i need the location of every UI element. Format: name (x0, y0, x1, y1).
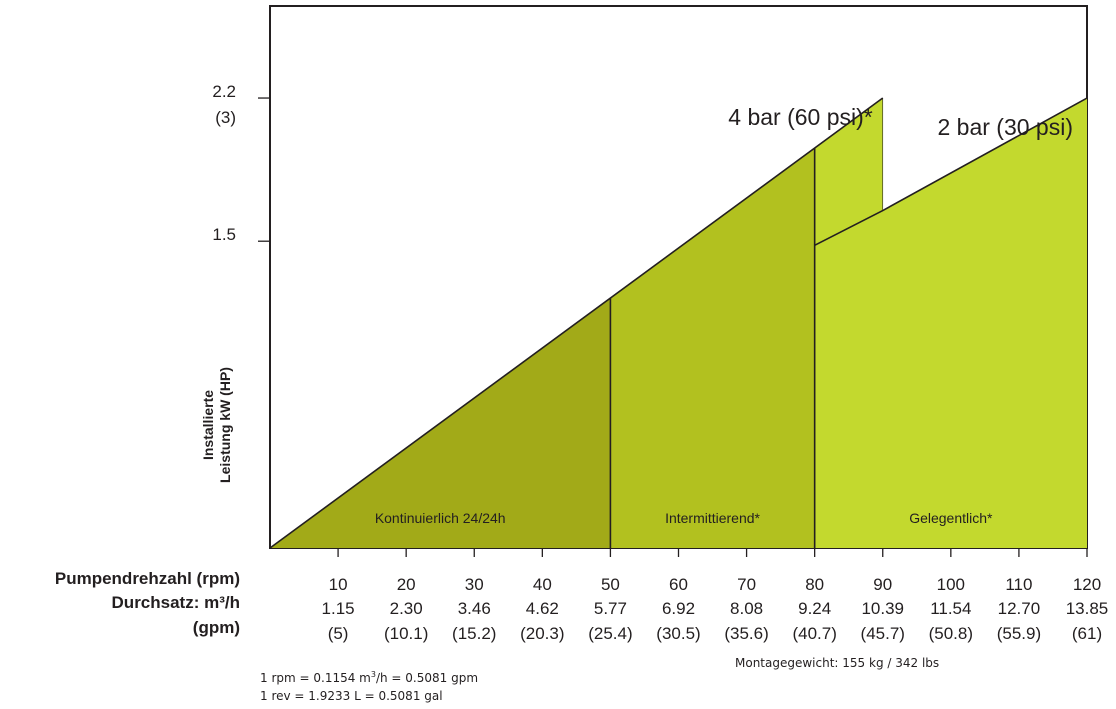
zone-intermittierend (610, 148, 815, 548)
x-tick-gpm: (15.2) (452, 624, 496, 643)
x-tick-flow: 12.70 (998, 599, 1041, 618)
lines-layer (269, 97, 1088, 549)
x-tick-flow: 4.62 (526, 599, 559, 618)
x-tick-rpm: 120 (1073, 575, 1101, 594)
conversion-rpm-sup: 3 (370, 670, 376, 679)
x-tick-rpm: 40 (533, 575, 552, 594)
conversion-note-rev: 1 rev = 1.9233 L = 0.5081 gal (260, 689, 443, 703)
zone-label-intermittierend: Intermittierend* (665, 510, 760, 526)
x-tick-gpm: (5) (328, 624, 349, 643)
x-tick-rpm: 50 (601, 575, 620, 594)
y-tick-sublabel: (3) (215, 108, 236, 127)
x-tick-gpm: (20.3) (520, 624, 564, 643)
x-tick-flow: 11.54 (930, 599, 971, 618)
zone-label-kontinuierlich-24-24h: Kontinuierlich 24/24h (375, 510, 506, 526)
x-tick-rpm: 60 (669, 575, 688, 594)
x-tick-gpm: (55.9) (997, 624, 1041, 643)
conversion-note-rpm: 1 rpm = 0.1154 m3/h = 0.5081 gpm (260, 670, 478, 685)
series-label-2-bar-30-psi: 2 bar (30 psi) (937, 114, 1073, 140)
zone-label-gelegentlich: Gelegentlich* (909, 510, 993, 526)
x-tick-rpm: 10 (329, 575, 348, 594)
x-tick-gpm: (35.6) (724, 624, 768, 643)
x-tick-rpm: 30 (465, 575, 484, 594)
x-tick-flow: 2.30 (390, 599, 423, 618)
x-tick-flow: 10.39 (861, 599, 904, 618)
axes-layer: 10 1.15 (5) 20 2.30 (10.1) 30 3.46 (15.2) 40 4.62 (… (212, 82, 1108, 643)
x-tick-rpm: 100 (937, 575, 965, 594)
x-tick-rpm: 110 (1005, 575, 1032, 594)
x-tick-flow: 8.08 (730, 599, 763, 618)
x-tick-gpm: (50.8) (929, 624, 973, 643)
y-axis-title: Installierte Leistung kW (HP) (200, 367, 233, 483)
x-tick-gpm: (25.4) (588, 624, 632, 643)
x-tick-gpm: (40.7) (792, 624, 836, 643)
x-tick-gpm: (61) (1072, 624, 1102, 643)
x-tick-rpm: 90 (873, 575, 892, 594)
x-tick-gpm: (45.7) (861, 624, 905, 643)
mounting-weight-note: Montagegewicht: 155 kg / 342 lbs (735, 656, 940, 670)
x-axis-title: Durchsatz: m³/h (112, 593, 240, 612)
x-tick-flow: 9.24 (798, 599, 831, 618)
series-line-4-bar-60-psi (269, 97, 884, 549)
y-tick-label: 1.5 (212, 225, 236, 244)
conversion-rpm-prefix: 1 rpm = 0.1154 m (260, 671, 371, 685)
x-tick-rpm: 80 (805, 575, 824, 594)
x-tick-flow: 3.46 (458, 599, 491, 618)
labels-layer: Kontinuierlich 24/24h Intermittierend* Gel… (55, 104, 1073, 637)
x-axis-title: (gpm) (193, 618, 240, 637)
zone-extension-4bar (814, 98, 883, 246)
x-tick-gpm: (30.5) (656, 624, 700, 643)
x-tick-rpm: 20 (397, 575, 416, 594)
series-label-4-bar-60-psi: 4 bar (60 psi)* (728, 104, 873, 130)
x-tick-flow: 6.92 (662, 599, 695, 618)
x-axis-title: Pumpendrehzahl (rpm) (55, 569, 240, 588)
x-tick-gpm: (10.1) (384, 624, 428, 643)
y-axis-title-line: Leistung kW (HP) (217, 367, 233, 483)
y-tick-label: 2.2 (212, 82, 236, 101)
x-tick-rpm: 70 (737, 575, 756, 594)
y-axis-title-line: Installierte (200, 390, 216, 460)
conversion-rpm-suffix: /h = 0.5081 gpm (375, 671, 479, 685)
x-tick-flow: 1.15 (322, 599, 355, 618)
x-tick-flow: 5.77 (594, 599, 627, 618)
x-tick-flow: 13.85 (1066, 599, 1109, 618)
